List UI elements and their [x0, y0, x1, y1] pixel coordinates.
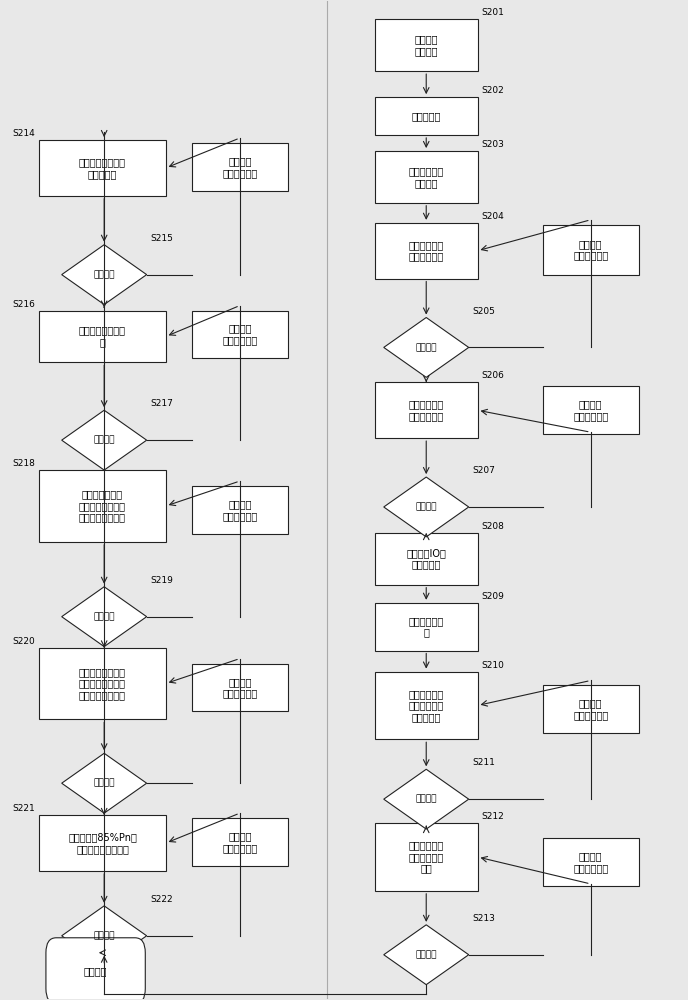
- Text: 原因分析
（方案调整）: 原因分析 （方案调整）: [573, 851, 608, 873]
- Text: 控制柜送电: 控制柜送电: [411, 111, 441, 121]
- Text: 超速保护装置
静态功能测试: 超速保护装置 静态功能测试: [409, 399, 444, 421]
- Text: 是否合格: 是否合格: [416, 795, 437, 804]
- Text: 跳机按钮及现场仪
表设备联调: 跳机按钮及现场仪 表设备联调: [79, 157, 126, 179]
- FancyBboxPatch shape: [192, 486, 288, 534]
- Polygon shape: [384, 769, 469, 829]
- Text: 保护系统平台
硬件静态测试: 保护系统平台 硬件静态测试: [409, 240, 444, 261]
- Text: S213: S213: [472, 914, 495, 923]
- Text: S217: S217: [150, 399, 173, 408]
- FancyBboxPatch shape: [543, 225, 638, 275]
- Text: S209: S209: [482, 592, 504, 601]
- Text: S214: S214: [12, 129, 35, 138]
- FancyBboxPatch shape: [543, 838, 638, 886]
- Polygon shape: [384, 925, 469, 985]
- Polygon shape: [62, 587, 147, 647]
- Text: S216: S216: [12, 300, 35, 309]
- FancyBboxPatch shape: [375, 533, 477, 585]
- Polygon shape: [384, 477, 469, 537]
- FancyBboxPatch shape: [192, 818, 288, 866]
- Text: 跳闸阀门油动机试
验: 跳闸阀门油动机试 验: [79, 326, 126, 347]
- Text: S211: S211: [472, 758, 495, 767]
- FancyBboxPatch shape: [192, 664, 288, 711]
- Text: 是否合格: 是否合格: [94, 931, 115, 940]
- Text: 液压回路及跳
机电磁阀动作
试验: 液压回路及跳 机电磁阀动作 试验: [409, 840, 444, 874]
- Polygon shape: [62, 753, 147, 813]
- FancyBboxPatch shape: [375, 151, 477, 203]
- Polygon shape: [62, 410, 147, 470]
- Text: S215: S215: [150, 234, 173, 243]
- Text: S205: S205: [472, 307, 495, 316]
- Text: S207: S207: [472, 466, 495, 475]
- Polygon shape: [62, 906, 147, 966]
- Text: S221: S221: [12, 804, 35, 813]
- Text: S204: S204: [482, 212, 504, 221]
- Text: 基于仿真机平
台下的跳机逻
辑功能验证: 基于仿真机平 台下的跳机逻 辑功能验证: [409, 689, 444, 722]
- Text: 原因分析
（方案调整）: 原因分析 （方案调整）: [222, 156, 257, 178]
- Text: 原因分析
（方案调整）: 原因分析 （方案调整）: [222, 499, 257, 521]
- FancyBboxPatch shape: [543, 685, 638, 733]
- FancyBboxPatch shape: [39, 311, 166, 362]
- Text: 是否合格: 是否合格: [94, 612, 115, 621]
- FancyBboxPatch shape: [543, 386, 638, 434]
- FancyBboxPatch shape: [39, 140, 166, 196]
- Text: S203: S203: [482, 140, 504, 149]
- Text: S210: S210: [482, 661, 504, 670]
- FancyBboxPatch shape: [39, 648, 166, 719]
- Text: S220: S220: [12, 637, 35, 646]
- Text: 是否合格: 是否合格: [416, 950, 437, 959]
- Text: 与常规岛、反应
堆、发电机保护系
统之间的跳机联调: 与常规岛、反应 堆、发电机保护系 统之间的跳机联调: [79, 489, 126, 523]
- FancyBboxPatch shape: [375, 382, 477, 438]
- Text: 是否合格: 是否合格: [94, 436, 115, 445]
- Text: 保护系统IO通
道精度测试: 保护系统IO通 道精度测试: [407, 548, 446, 570]
- FancyBboxPatch shape: [375, 672, 477, 739]
- FancyBboxPatch shape: [375, 97, 477, 135]
- Text: S212: S212: [482, 812, 504, 821]
- FancyBboxPatch shape: [375, 823, 477, 891]
- Text: S218: S218: [12, 459, 35, 468]
- FancyBboxPatch shape: [39, 815, 166, 871]
- Text: 调试结束: 调试结束: [84, 966, 107, 976]
- Text: 是否合格: 是否合格: [416, 343, 437, 352]
- Text: 原因分析
（方案调整）: 原因分析 （方案调整）: [573, 699, 608, 720]
- FancyBboxPatch shape: [39, 470, 166, 542]
- Text: 汽轮机启动前阀门
活动性、超速保护
装置跳机联调测试: 汽轮机启动前阀门 活动性、超速保护 装置跳机联调测试: [79, 667, 126, 700]
- FancyBboxPatch shape: [375, 223, 477, 279]
- Text: S208: S208: [482, 522, 504, 531]
- Text: S219: S219: [150, 576, 173, 585]
- Text: 原因分析
（返厂更换）: 原因分析 （返厂更换）: [573, 239, 608, 260]
- FancyBboxPatch shape: [192, 143, 288, 191]
- Text: 图纸核对
（查线）: 图纸核对 （查线）: [414, 34, 438, 56]
- Text: 原因分析
（方案调整）: 原因分析 （方案调整）: [222, 677, 257, 698]
- FancyBboxPatch shape: [375, 19, 477, 71]
- Polygon shape: [384, 318, 469, 377]
- FancyBboxPatch shape: [192, 311, 288, 358]
- Text: S206: S206: [482, 371, 504, 380]
- Text: 原因分析
（方案调整）: 原因分析 （方案调整）: [222, 831, 257, 853]
- Text: S202: S202: [482, 86, 504, 95]
- Text: 搭建仿真机平
台: 搭建仿真机平 台: [409, 616, 444, 637]
- FancyBboxPatch shape: [375, 603, 477, 651]
- Text: S222: S222: [150, 895, 173, 904]
- Text: S201: S201: [482, 8, 504, 17]
- Text: 原因分析
（方案调整）: 原因分析 （方案调整）: [573, 399, 608, 421]
- Text: 是否合格: 是否合格: [416, 502, 437, 511]
- Text: 保护系统平台
性能试验: 保护系统平台 性能试验: [409, 166, 444, 188]
- Text: 机组在小于85%Pn功
率下阀门活动性试验: 机组在小于85%Pn功 率下阀门活动性试验: [68, 832, 137, 854]
- Polygon shape: [62, 245, 147, 305]
- Text: 原因分析
（方案调整）: 原因分析 （方案调整）: [222, 324, 257, 345]
- Text: 是否合格: 是否合格: [94, 270, 115, 279]
- Text: 是否合格: 是否合格: [94, 779, 115, 788]
- FancyBboxPatch shape: [46, 938, 145, 1000]
